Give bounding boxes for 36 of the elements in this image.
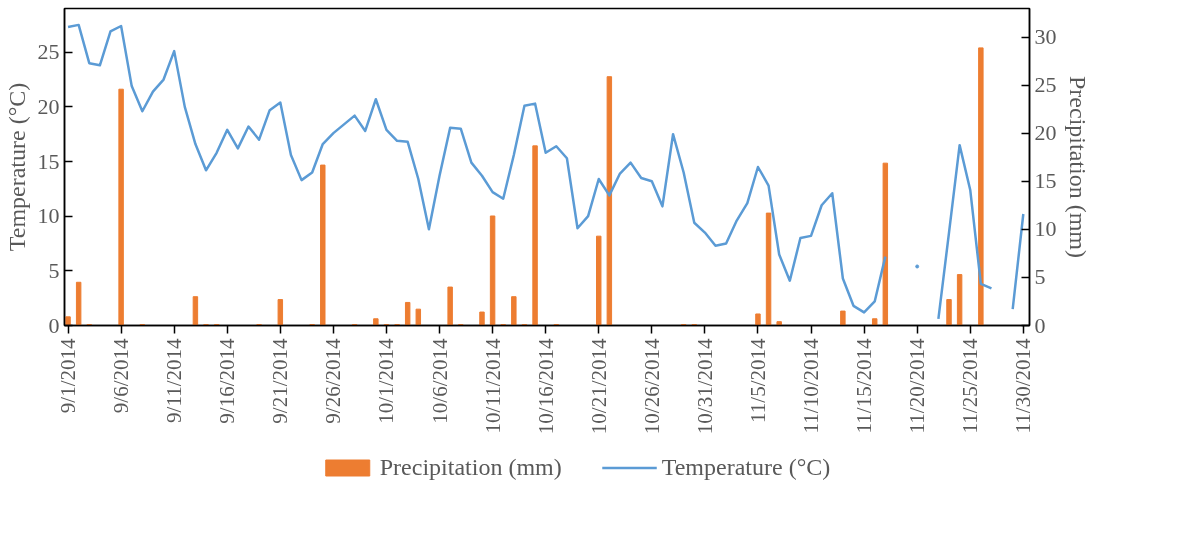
legend-label: Temperature (°C) — [661, 453, 831, 481]
x-tick-label: 11/25/2014 — [958, 338, 983, 434]
y2-axis-title: Precipitation (mm) — [1064, 76, 1091, 258]
y-tick-label: 25 — [37, 39, 60, 65]
y2-tick-label: 10 — [1034, 216, 1057, 242]
x-tick-label: 10/26/2014 — [639, 338, 664, 435]
x-tick-label: 11/5/2014 — [745, 338, 770, 423]
y2-tick-label: 0 — [1034, 312, 1046, 338]
x-tick-label: 10/16/2014 — [533, 338, 558, 435]
y-tick-label: 20 — [37, 93, 60, 119]
x-tick-label: 11/10/2014 — [799, 338, 824, 434]
x-tick-label: 10/31/2014 — [692, 338, 717, 435]
x-tick-label: 9/16/2014 — [215, 338, 240, 424]
y2-tick-label: 25 — [1034, 72, 1057, 98]
y-tick-label: 5 — [48, 257, 60, 283]
y2-tick-label: 5 — [1034, 264, 1046, 290]
x-tick-label: 10/1/2014 — [374, 338, 399, 424]
x-tick-label: 9/26/2014 — [321, 338, 346, 424]
y-tick-label: 0 — [48, 312, 60, 338]
y-tick-label: 10 — [37, 203, 60, 229]
x-tick-label: 11/20/2014 — [905, 338, 930, 434]
y-axis-title: Temperature (°C) — [3, 82, 30, 252]
x-tick-label: 10/11/2014 — [480, 338, 505, 434]
x-tick-label: 9/11/2014 — [162, 338, 187, 423]
x-tick-label: 10/6/2014 — [427, 338, 452, 424]
legend-label: Precipitation (mm) — [379, 453, 562, 481]
x-tick-label: 11/30/2014 — [1011, 338, 1036, 434]
y2-tick-label: 20 — [1034, 120, 1057, 146]
x-tick-label: 9/1/2014 — [56, 338, 81, 414]
y2-tick-label: 15 — [1034, 168, 1057, 194]
x-tick-label: 11/15/2014 — [852, 338, 877, 434]
y-tick-label: 15 — [37, 148, 60, 174]
x-tick-label: 9/6/2014 — [109, 338, 134, 414]
y2-tick-label: 30 — [1034, 24, 1057, 50]
x-tick-label: 10/21/2014 — [586, 338, 611, 435]
x-tick-label: 9/21/2014 — [268, 338, 293, 424]
